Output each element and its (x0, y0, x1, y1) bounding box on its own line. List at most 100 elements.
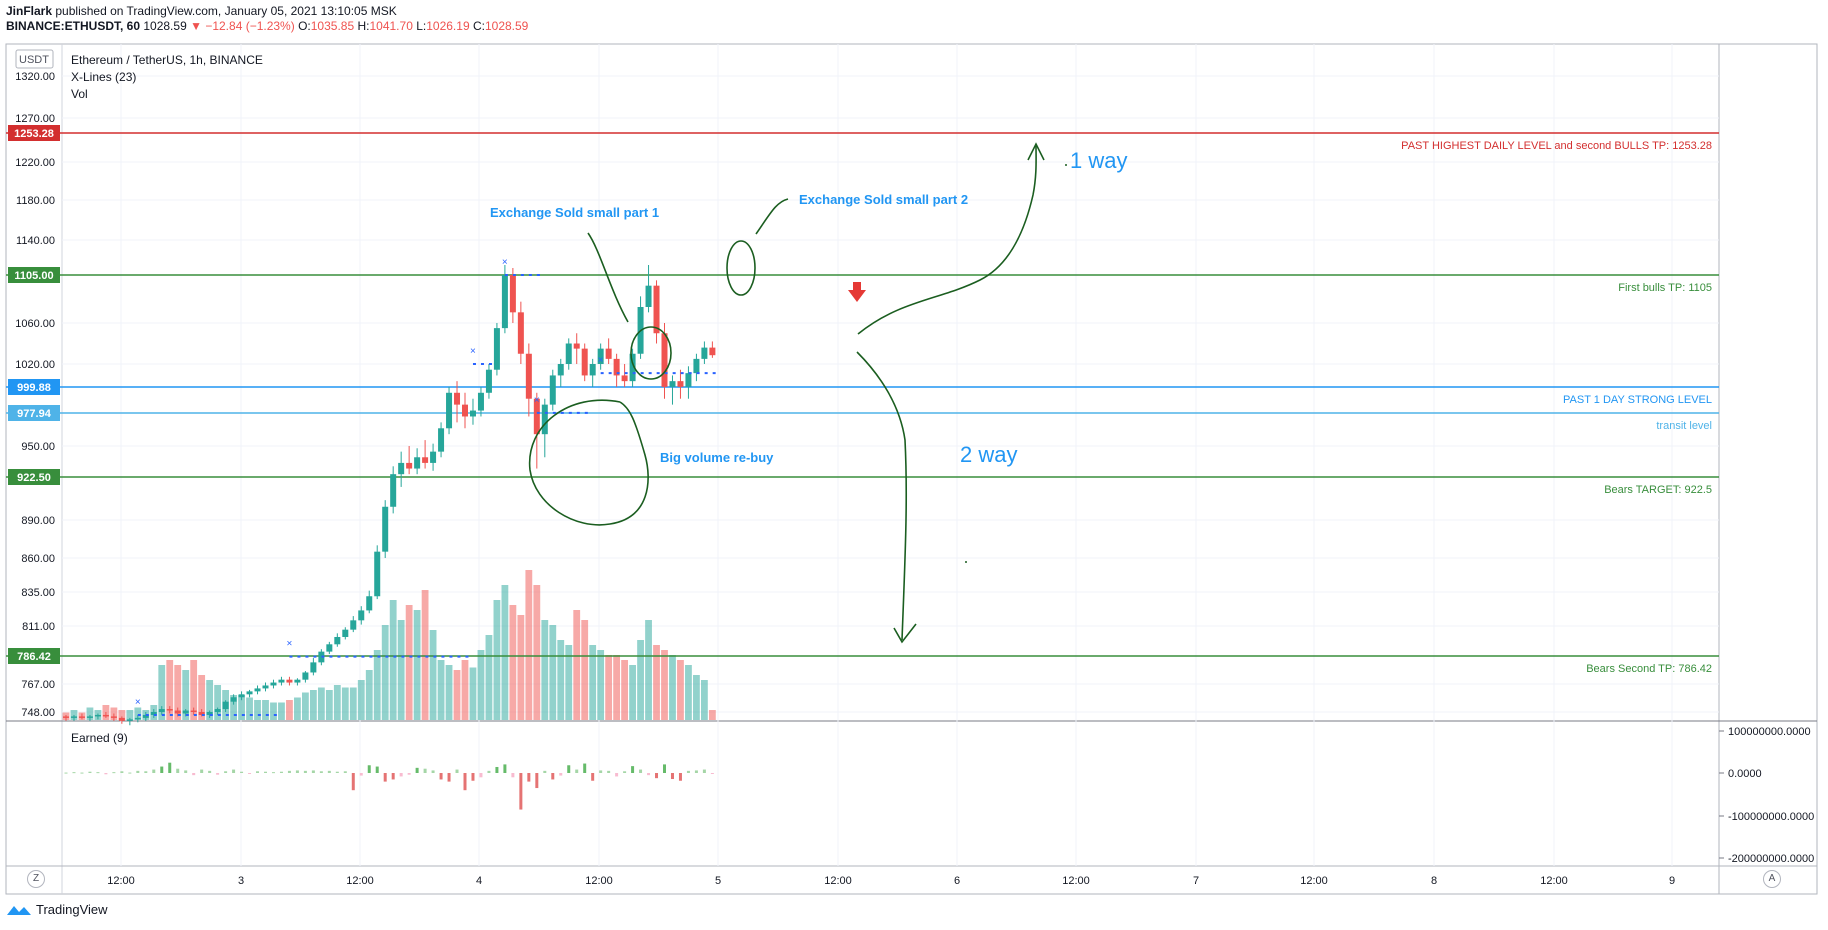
volume-bar (134, 707, 142, 720)
earned-bar (359, 773, 363, 776)
annotation-rebuy: Big volume re-buy (660, 450, 774, 465)
candle-body (174, 710, 181, 714)
earned-bar (279, 771, 283, 773)
earned-tick-label: -200000000.0000 (1728, 853, 1814, 865)
volume-bar (445, 665, 453, 720)
candle-body (286, 679, 293, 683)
earned-tick-label: 100000000.0000 (1728, 726, 1811, 738)
volume-bar (421, 590, 429, 720)
earned-bar (232, 769, 236, 773)
earned-histogram (64, 762, 714, 810)
earned-bar (375, 766, 379, 773)
earned-bar (615, 773, 619, 777)
earned-bar (248, 773, 252, 774)
x-line-marker: × (534, 395, 540, 406)
earned-bar (647, 773, 651, 776)
time-axis[interactable]: 12:00 3 12:00 4 12:00 5 12:00 6 12:00 7 12:00 8 12:0… (107, 875, 1675, 887)
drawing-dot-2 (965, 561, 967, 563)
candle-body (94, 714, 101, 717)
volume-bar (525, 570, 533, 720)
time-tick-label: 5 (715, 875, 721, 887)
volume-bar (325, 690, 333, 720)
earned-bar (639, 769, 643, 773)
time-tick-label: 12:00 (107, 875, 135, 887)
candle-body (262, 685, 269, 689)
price-tick-label: 811.00 (22, 621, 55, 633)
volume-bar (429, 630, 437, 720)
candle-body (158, 709, 165, 712)
legend-title[interactable]: Ethereum / TetherUS, 1h, BINANCE (71, 53, 263, 67)
candlesticks (63, 265, 716, 726)
drawing-pointer-1 (587, 232, 629, 323)
volume-bar (461, 660, 469, 720)
x-line-marker: × (502, 257, 508, 268)
earned-axis[interactable]: 100000000.0000 0.0000 -100000000.0000 -2000… (1719, 726, 1814, 865)
earned-bar (112, 772, 116, 774)
candle-body (446, 392, 453, 429)
volume-bar (685, 665, 692, 720)
earned-bar (455, 769, 459, 773)
candle-body (134, 717, 141, 720)
volume-bar (677, 660, 684, 720)
candle-body (78, 716, 85, 718)
drawing-dot-1 (1065, 164, 1067, 166)
x-line-marker: × (470, 346, 476, 357)
author-name[interactable]: JinFlark (6, 4, 53, 18)
volume-bar (613, 655, 621, 720)
earned-bar (479, 773, 483, 778)
earned-bar (407, 773, 411, 775)
candle-body (326, 644, 333, 652)
earned-bar (216, 773, 220, 775)
earned-bar (439, 773, 443, 780)
annotation-sold-part-1: Exchange Sold small part 1 (490, 205, 659, 220)
x-line-marker: × (598, 355, 604, 366)
candle-body (485, 369, 492, 393)
level-price-tag (8, 267, 60, 283)
legend-vol[interactable]: Vol (71, 87, 88, 101)
candle-body (653, 285, 660, 334)
currency-badge[interactable] (15, 49, 54, 69)
earned-bar (710, 773, 714, 774)
candle-body (70, 716, 77, 718)
candle-body (629, 353, 636, 382)
zoom-reset-button[interactable]: Z (27, 870, 45, 888)
tradingview-brand[interactable]: TradingView (6, 902, 108, 917)
earned-bar (80, 772, 84, 774)
price-axis[interactable]: 1253.28 1105.00 999.88 977.94 922.50 786.42 13… (8, 71, 60, 719)
earned-bar (495, 766, 499, 773)
earned-bar (503, 764, 507, 773)
level-price-label: 922.50 (17, 472, 51, 484)
earned-bar (200, 769, 204, 773)
earned-bar (88, 771, 92, 773)
level-text: First bulls TP: 1105 (1618, 282, 1712, 294)
candle-body (254, 688, 261, 692)
earned-bar (655, 773, 659, 779)
auto-scale-button[interactable]: A (1763, 870, 1781, 888)
earned-bar (104, 773, 108, 775)
volume-bar (597, 650, 605, 720)
price-tick-label: 1220.00 (15, 157, 55, 169)
drawing-circle-2 (726, 240, 756, 296)
earned-bar (168, 762, 172, 773)
candle-body (214, 709, 221, 712)
time-tick-label: 9 (1669, 875, 1675, 887)
candle-body (685, 373, 692, 387)
candle-body (533, 398, 540, 435)
earned-bar (295, 770, 299, 773)
earned-bar (686, 770, 690, 773)
candle-body (661, 333, 668, 387)
candle-body (454, 392, 461, 405)
level-price-label: 977.94 (17, 408, 52, 420)
volume-bar (262, 700, 269, 720)
level-price-tag (8, 405, 60, 421)
volume-bar (693, 675, 700, 720)
legend-xlines[interactable]: X-Lines (23) (71, 70, 136, 84)
volume-bar (126, 710, 134, 720)
legend-earned[interactable]: Earned (9) (71, 731, 128, 745)
last-price: 1028.59 (143, 19, 187, 33)
candle-body (294, 679, 301, 683)
earned-bar (631, 766, 635, 773)
candle-body (517, 312, 524, 354)
candle-body (63, 716, 69, 718)
